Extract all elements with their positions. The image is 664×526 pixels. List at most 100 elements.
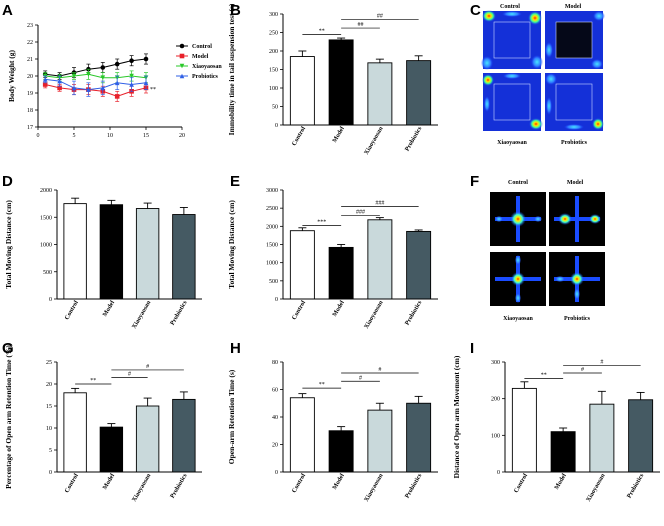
bar-probiotics [172, 214, 196, 300]
series-probiotics [42, 75, 149, 97]
category-label: Probiotics [404, 125, 424, 153]
significance-label: ** [150, 87, 156, 93]
series-line [45, 84, 147, 97]
f-label-xiaoyaosan: Xiaoyaosan [503, 316, 533, 322]
y-tick-label: 0 [275, 470, 278, 476]
f-label-control: Control [508, 180, 528, 186]
legend-label: Xiaoyaosan [192, 64, 222, 70]
y-axis-label: Distance of Open arm Movement (cm) [452, 355, 461, 478]
x-tick-label: 10 [107, 133, 113, 139]
data-point [143, 80, 149, 86]
category-label: Xiaoyaosan [131, 299, 153, 330]
y-tick-label: 500 [43, 270, 52, 276]
bar-xiaoyaosan [367, 409, 393, 473]
heatmap-xiaoyaosan [482, 73, 543, 131]
y-tick-label: 1000 [40, 243, 52, 249]
panel-f-heatmaps: Control Model [490, 180, 605, 322]
maze-model [549, 192, 605, 246]
bar-control [63, 203, 87, 300]
data-point [57, 85, 62, 91]
data-point [114, 94, 120, 99]
y-tick-label: 20 [46, 382, 52, 388]
chart-g-open-arm-percentage: 0 5 10 15 20 25 Percentage of Open arm Retenti… [4, 345, 202, 503]
y-tick-label: 22 [27, 40, 33, 46]
y-tick-label: 300 [491, 360, 500, 366]
y-tick-label: 1500 [40, 215, 52, 221]
heatmap-probiotics [545, 73, 604, 131]
data-point [42, 77, 48, 82]
x-tick-label: 0 [37, 133, 40, 139]
category-label: Control [291, 299, 308, 321]
y-tick-label: 200 [491, 397, 500, 403]
c-label-model: Model [565, 4, 582, 10]
bar-control [289, 56, 315, 126]
legend-marker [179, 53, 185, 59]
panel-label-h: H [230, 340, 241, 357]
heatmap-model [545, 11, 605, 69]
f-label-probiotics: Probiotics [564, 316, 591, 322]
y-tick-label: 100 [491, 433, 500, 439]
category-label: Model [101, 472, 116, 491]
category-label: Control [63, 472, 80, 494]
y-tick-label: 10 [46, 426, 52, 432]
legend-label: Probiotics [192, 74, 219, 80]
y-tick-label: 17 [27, 125, 33, 131]
category-label: Probiotics [404, 472, 424, 500]
bar-model [99, 426, 124, 473]
category-label: Xiaoyaosan [131, 472, 153, 503]
significance-label: ## [377, 14, 383, 20]
y-tick-label: 1500 [266, 243, 278, 249]
series-line [45, 78, 147, 91]
maze-xiaoyaosan [490, 252, 546, 306]
y-tick-label: 21 [27, 57, 33, 63]
bar-xiaoyaosan [367, 219, 393, 300]
y-tick-label: 500 [269, 279, 278, 285]
y-tick-label: 1000 [266, 261, 278, 267]
data-point [71, 73, 77, 79]
significance-label: # [378, 367, 381, 373]
y-tick-label: 20 [272, 443, 278, 449]
legend-label: Model [192, 54, 209, 60]
series-line [45, 73, 147, 79]
category-label: Control [513, 472, 530, 494]
x-tick-label: 20 [179, 133, 185, 139]
y-tick-label: 19 [27, 91, 33, 97]
y-tick-label: 40 [272, 415, 278, 421]
panel-label-g: G [2, 340, 14, 357]
y-tick-label: 23 [27, 23, 33, 29]
y-axis-label: Total Moving Distance (cm) [227, 200, 236, 289]
x-tick-label: 5 [73, 133, 76, 139]
data-point [129, 82, 134, 87]
data-point [100, 85, 106, 91]
y-tick-label: 200 [269, 49, 278, 55]
significance-label: ### [356, 209, 365, 215]
legend-marker [179, 73, 185, 79]
y-tick-label: 0 [497, 470, 500, 476]
c-label-xiaoyaosan: Xiaoyaosan [497, 140, 527, 146]
y-axis-label: Body Weight (g) [7, 50, 16, 102]
category-label: Model [331, 299, 346, 318]
bar-xiaoyaosan [367, 62, 393, 126]
bar-probiotics [172, 398, 196, 473]
y-tick-label: 5 [49, 448, 52, 454]
bar-xiaoyaosan [135, 405, 160, 473]
bar-xiaoyaosan [589, 403, 615, 473]
y-tick-label: 0 [49, 297, 52, 303]
y-axis-label: Open-arm Retention Time (s) [227, 369, 236, 464]
bar-model [99, 204, 124, 300]
y-tick-label: 18 [27, 108, 33, 114]
x-tick-label: 15 [143, 133, 149, 139]
y-tick-label: 150 [269, 68, 278, 74]
significance-label: # [359, 375, 362, 381]
significance-label: # [581, 367, 584, 373]
y-tick-label: 3000 [266, 188, 278, 194]
y-tick-label: 60 [272, 388, 278, 394]
maze-control [490, 192, 546, 246]
y-tick-label: 0 [49, 470, 52, 476]
significance-label: ** [319, 28, 325, 34]
bar-xiaoyaosan [135, 208, 160, 300]
significance-label: ** [319, 382, 325, 388]
chart-b-immobility-time: 0 50 100 150 200 250 300 Immobility time in tai… [227, 3, 438, 156]
data-point [86, 72, 91, 77]
y-tick-label: 2500 [266, 206, 278, 212]
